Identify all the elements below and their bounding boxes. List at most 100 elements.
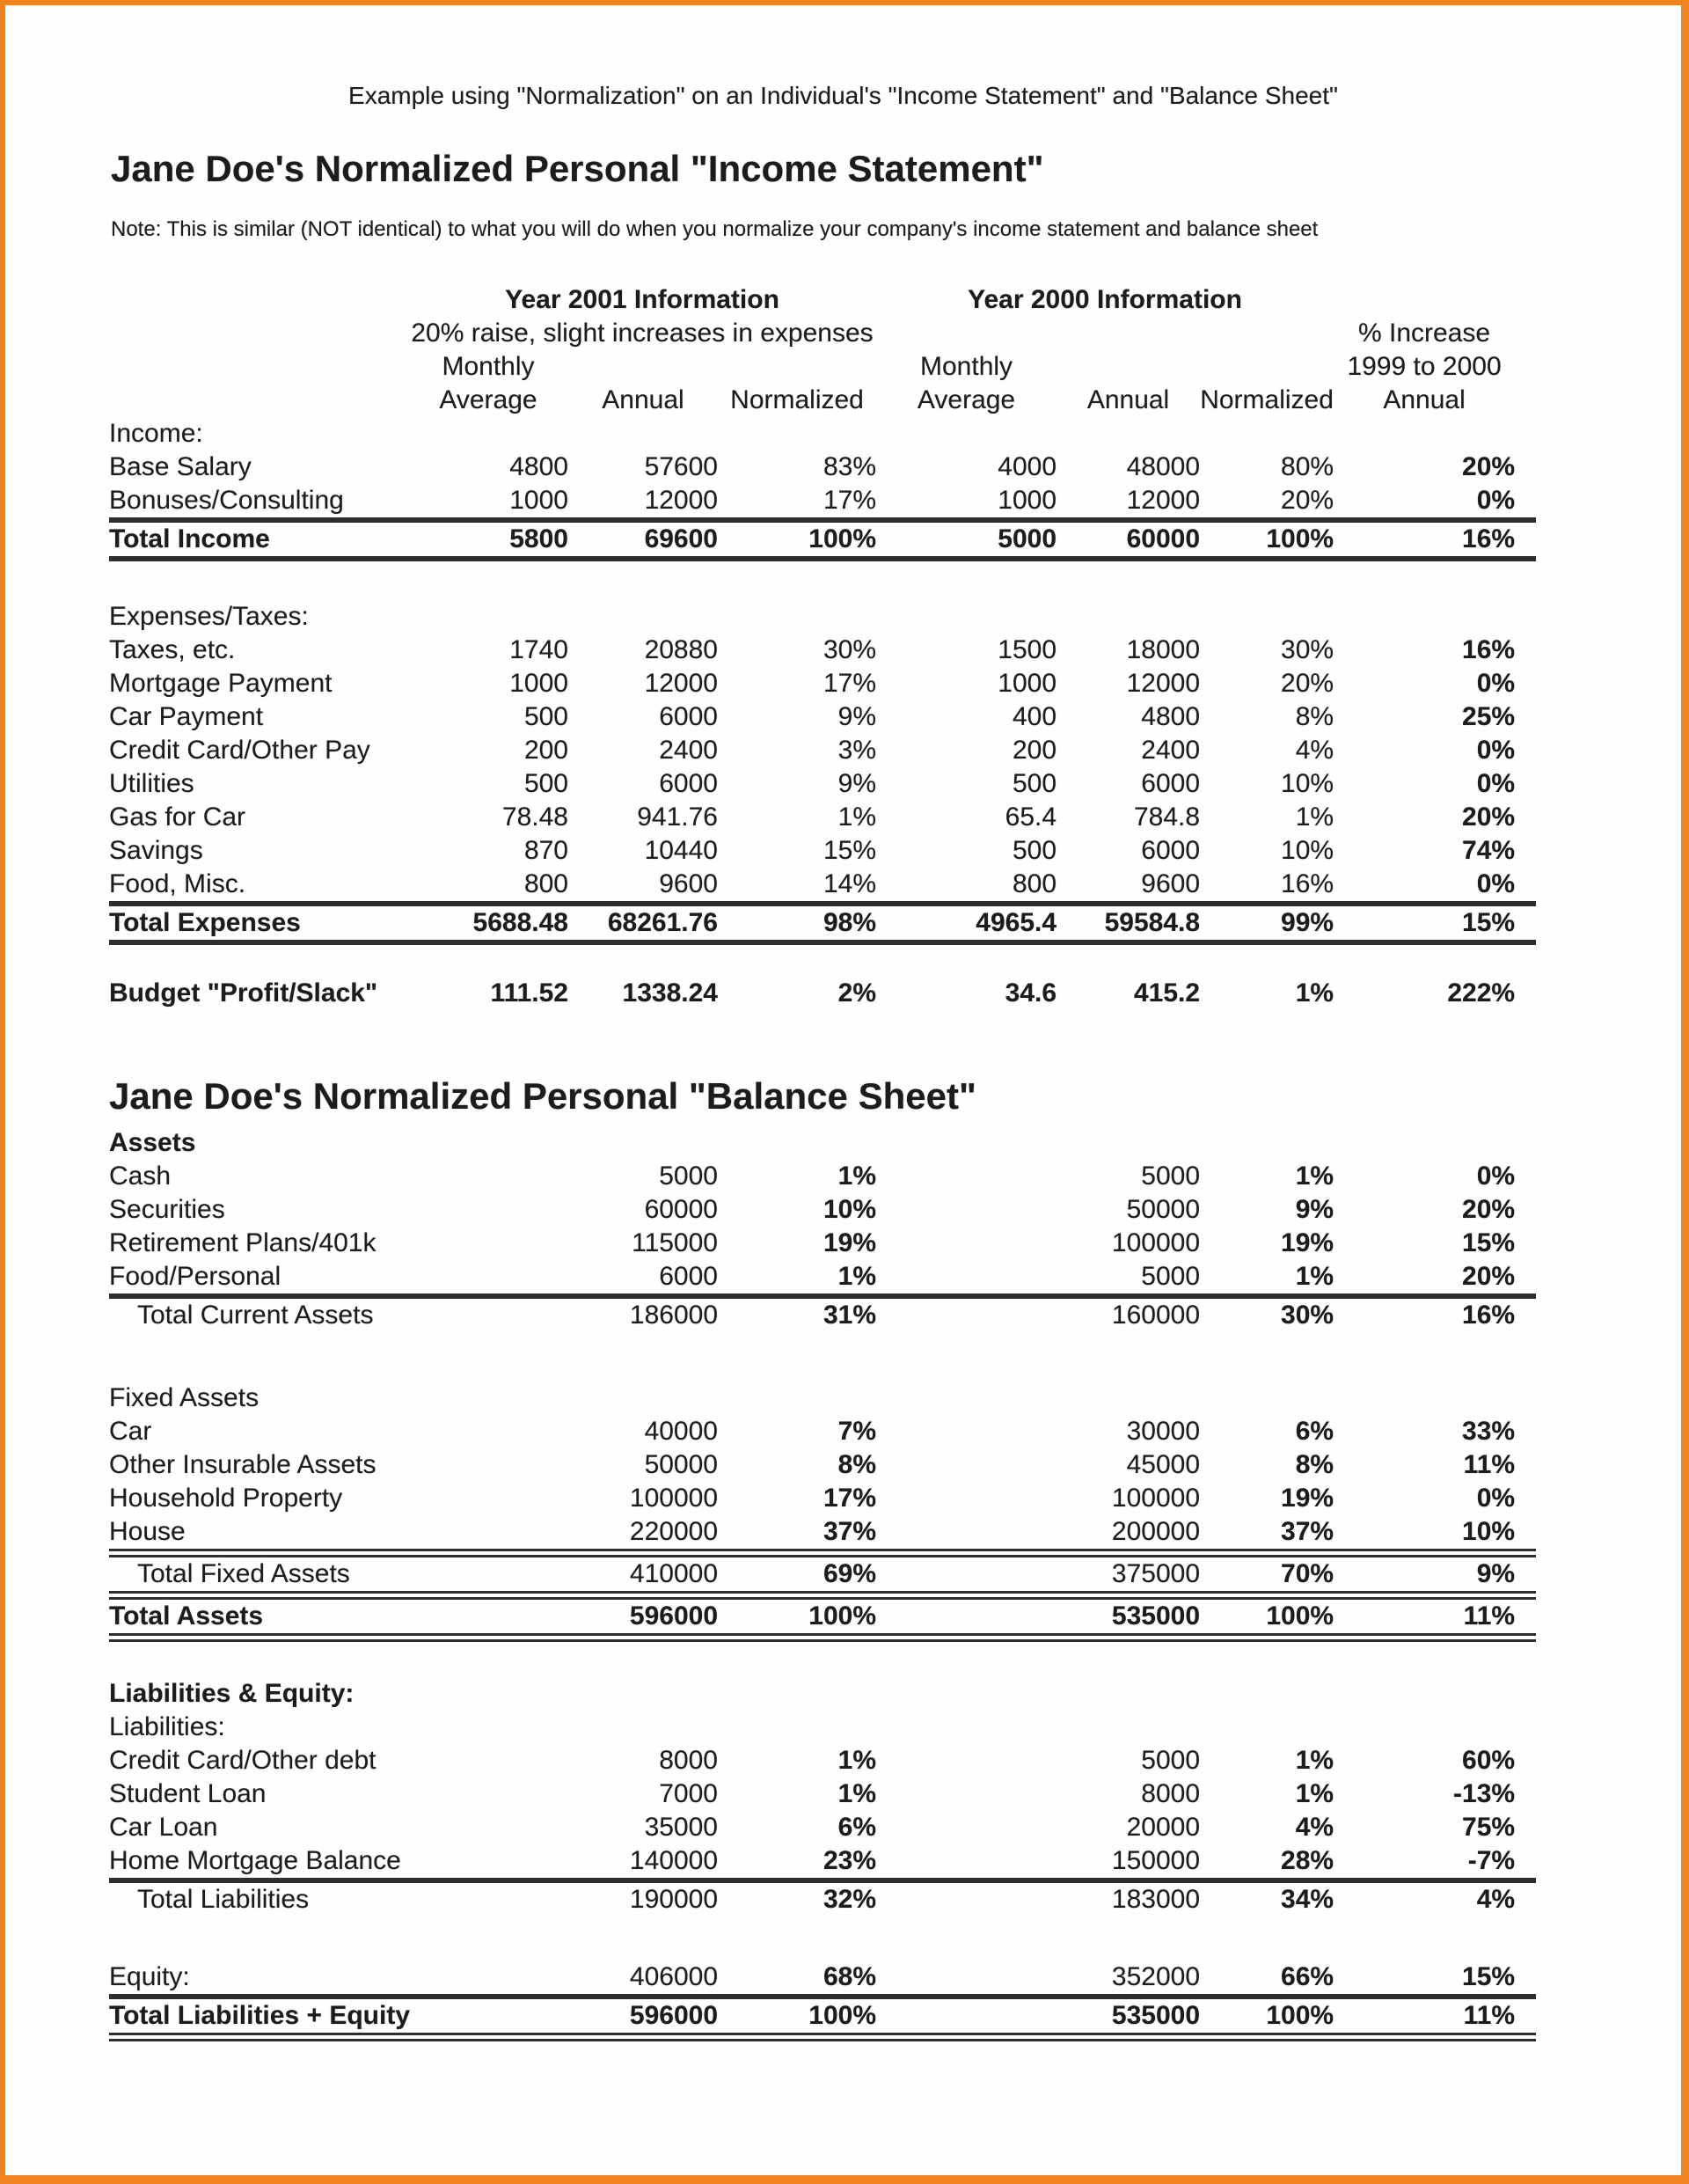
empty-cell xyxy=(1334,283,1536,317)
cell-normalized-2001: 31% xyxy=(718,1294,877,1332)
cell-annual-2001: 10440 xyxy=(644,836,718,865)
row-label: Gas for Car xyxy=(109,803,246,832)
row-label: Cash xyxy=(109,1162,172,1191)
column-header-normalized-2000: Normalized xyxy=(1200,385,1334,414)
cell-pct-increase: 11% xyxy=(1334,1994,1537,2041)
cell-normalized-2000: 8% xyxy=(1295,1450,1334,1479)
section-label-row: Liabilities & Equity: xyxy=(109,1677,1536,1711)
empty-cell xyxy=(876,1844,1057,1880)
cell-normalized-2001: 1% xyxy=(837,1746,877,1775)
header-row-monthly: Monthly Monthly 1999 to 2000 xyxy=(109,350,1536,384)
total-expenses-row: Total Expenses 5688.48 68261.76 98% 4965… xyxy=(109,901,1537,945)
empty-cell xyxy=(408,1294,568,1332)
cell-annual-2001: 6000 xyxy=(659,769,718,798)
cell-pct-increase: 20% xyxy=(1462,452,1516,481)
column-group-2001: Year 2001 Information xyxy=(505,285,779,314)
cell-pct-increase: 33% xyxy=(1462,1417,1516,1446)
cell-normalized-2001: 17% xyxy=(823,669,877,698)
cell-annual-2001: 20880 xyxy=(644,635,718,664)
cell-monthly-2001: 800 xyxy=(523,869,568,898)
column-group-2000: Year 2000 Information xyxy=(968,285,1242,314)
cell-pct-increase: 16% xyxy=(1334,517,1537,561)
cell-annual-2001: 941.76 xyxy=(637,803,718,832)
cell-normalized-2001: 1% xyxy=(837,1779,877,1808)
cell-normalized-2000: 100% xyxy=(1200,1595,1334,1642)
cell-monthly-2001: 78.48 xyxy=(501,803,568,832)
income-statement-section: Year 2001 Information Year 2000 Informat… xyxy=(109,283,1537,1054)
empty-cell xyxy=(876,1260,1057,1296)
column-header-average-2000: Average xyxy=(917,385,1016,414)
cell-value-2000: 8000 xyxy=(1141,1779,1201,1808)
cell-value-2000: 352000 xyxy=(1111,1962,1201,1991)
total-liabilities-equity-row: Total Liabilities + Equity 596000 100% 5… xyxy=(109,1994,1537,2041)
cell-pct-increase: 10% xyxy=(1462,1517,1516,1546)
cell-pct-increase: 0% xyxy=(1476,736,1516,765)
empty-cell xyxy=(568,350,718,384)
spacer-row xyxy=(109,1332,1536,1381)
cell-annual-2000: 415.2 xyxy=(1133,978,1201,1008)
section-label-fixed-assets: Fixed Assets xyxy=(109,1383,260,1412)
row-label: Car xyxy=(109,1417,152,1446)
row-label: Home Mortgage Balance xyxy=(109,1846,401,1875)
row-label: Equity: xyxy=(109,1962,190,1991)
cell-pct-increase: 16% xyxy=(1462,635,1516,664)
table-row: Credit Card/Other Pay 200 2400 3% 200 24… xyxy=(109,734,1536,767)
cell-pct-increase: 0% xyxy=(1476,769,1516,798)
cell-monthly-2001: 1000 xyxy=(509,486,568,515)
empty-cell xyxy=(109,384,408,417)
table-row: Car Payment 500 6000 9% 400 4800 8% 25% xyxy=(109,700,1536,734)
cell-normalized-2001: 7% xyxy=(837,1417,877,1446)
cell-monthly-2001: 111.52 xyxy=(490,978,568,1008)
cell-normalized-2000: 4% xyxy=(1295,736,1334,765)
empty-cell xyxy=(876,1811,1057,1844)
cell-pct-increase: 0% xyxy=(1476,1484,1516,1513)
empty-cell xyxy=(408,1744,568,1777)
cell-normalized-2000: 70% xyxy=(1200,1549,1334,1600)
cell-normalized-2000: 16% xyxy=(1281,869,1334,898)
cell-value-2000: 535000 xyxy=(1057,1595,1201,1642)
cell-monthly-2001: 4800 xyxy=(509,452,568,481)
cell-value-2000: 100000 xyxy=(1111,1228,1201,1257)
row-label: Savings xyxy=(109,836,203,865)
empty-cell xyxy=(876,1294,1057,1332)
cell-pct-increase: 15% xyxy=(1462,1228,1516,1257)
empty-cell xyxy=(109,350,408,384)
empty-cell xyxy=(876,1415,1057,1448)
header-row-groups: Year 2001 Information Year 2000 Informat… xyxy=(109,283,1536,317)
empty-cell xyxy=(876,1878,1057,1916)
spacer-row xyxy=(109,1916,1536,1960)
cell-monthly-2000: 65.4 xyxy=(1005,803,1057,832)
cell-monthly-2001: 500 xyxy=(523,769,568,798)
section-label-expenses: Expenses/Taxes: xyxy=(109,602,309,631)
total-fixed-assets-row: Total Fixed Assets 410000 69% 375000 70%… xyxy=(109,1549,1537,1600)
cell-normalized-2001: 69% xyxy=(718,1549,877,1600)
empty-cell xyxy=(109,1332,1536,1381)
column-header-increase-3: Annual xyxy=(1383,385,1466,414)
empty-cell xyxy=(718,350,876,384)
row-label: Car Loan xyxy=(109,1813,218,1842)
income-statement-title: Jane Doe's Normalized Personal "Income S… xyxy=(111,148,1044,189)
cell-normalized-2000: 1% xyxy=(1295,1779,1334,1808)
cell-pct-increase: 16% xyxy=(1334,1294,1537,1332)
cell-annual-2000: 48000 xyxy=(1126,452,1201,481)
cell-annual-2001: 57600 xyxy=(644,452,718,481)
cell-normalized-2000: 100% xyxy=(1200,517,1334,561)
table-row: Other Insurable Assets 50000 8% 45000 8%… xyxy=(109,1448,1536,1482)
row-label: Other Insurable Assets xyxy=(109,1450,377,1479)
cell-normalized-2001: 9% xyxy=(837,702,877,731)
total-liabilities-row: Total Liabilities 190000 32% 183000 34% … xyxy=(109,1878,1537,1916)
empty-cell xyxy=(876,1994,1057,2041)
section-label-liabilities: Liabilities: xyxy=(109,1712,225,1741)
empty-cell xyxy=(109,559,1536,600)
empty-cell xyxy=(408,1960,568,1997)
empty-cell xyxy=(876,1193,1057,1227)
cell-monthly-2001: 870 xyxy=(523,836,568,865)
cell-annual-2000: 59584.8 xyxy=(1057,901,1201,945)
cell-normalized-2001: 19% xyxy=(823,1228,877,1257)
cell-value-2001: 40000 xyxy=(644,1417,718,1446)
empty-cell xyxy=(408,1811,568,1844)
column-header-normalized-2001: Normalized xyxy=(730,385,864,414)
table-row: Home Mortgage Balance 140000 23% 150000 … xyxy=(109,1844,1536,1880)
cell-normalized-2000: 19% xyxy=(1281,1228,1334,1257)
empty-cell xyxy=(109,1010,1536,1054)
